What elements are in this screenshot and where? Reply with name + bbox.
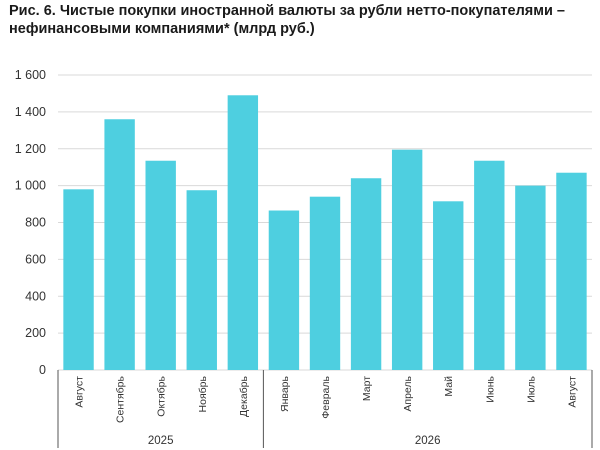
bar: [515, 185, 546, 370]
group-label: 2025: [148, 435, 174, 447]
chart-title: Рис. 6. Чистые покупки иностранной валют…: [9, 3, 565, 37]
x-tick-label: Март: [361, 376, 373, 401]
y-tick-label: 0: [39, 363, 46, 377]
bar: [433, 201, 464, 370]
bar: [350, 178, 382, 370]
bar: [227, 95, 259, 370]
bars: [63, 95, 587, 370]
x-tick-label: Август: [74, 376, 86, 408]
x-tick-label: Февраль: [320, 375, 332, 418]
x-tick-label: Январь: [279, 375, 291, 412]
y-tick-label: 600: [25, 252, 46, 266]
x-tick-label: Октябрь: [156, 375, 168, 416]
x-tick-label: Август: [566, 376, 578, 408]
y-tick-label: 400: [25, 289, 46, 303]
y-tick-label: 1 200: [15, 142, 46, 156]
bar: [268, 210, 300, 370]
x-tick-label: Декабрь: [238, 375, 250, 416]
y-axis: 0 200 400 600 800 1 000 1 200 1 400 1 600: [15, 68, 46, 377]
bar: [556, 172, 587, 370]
group-label: 2026: [415, 435, 441, 447]
bar: [391, 149, 423, 370]
x-tick-label: Июнь: [484, 375, 496, 402]
bar: [104, 119, 135, 370]
y-tick-label: 800: [25, 216, 46, 230]
x-tick-label: Апрель: [402, 375, 414, 411]
x-tick-label: Май: [443, 376, 455, 397]
x-tick-label: Июль: [525, 375, 537, 402]
y-tick-label: 1 600: [15, 68, 46, 82]
y-tick-label: 1 400: [15, 105, 46, 119]
y-tick-label: 1 000: [15, 179, 46, 193]
bar: [145, 160, 176, 370]
bar: [63, 189, 94, 370]
bar: [309, 196, 341, 370]
bar: [186, 190, 217, 370]
x-tick-label: Сентябрь: [115, 375, 127, 423]
x-tick-label: Ноябрь: [197, 375, 209, 412]
y-tick-label: 200: [25, 326, 46, 340]
x-axis: Август Сентябрь Октябрь Ноябрь Декабрь Январь…: [57, 370, 593, 448]
bar: [474, 160, 505, 370]
